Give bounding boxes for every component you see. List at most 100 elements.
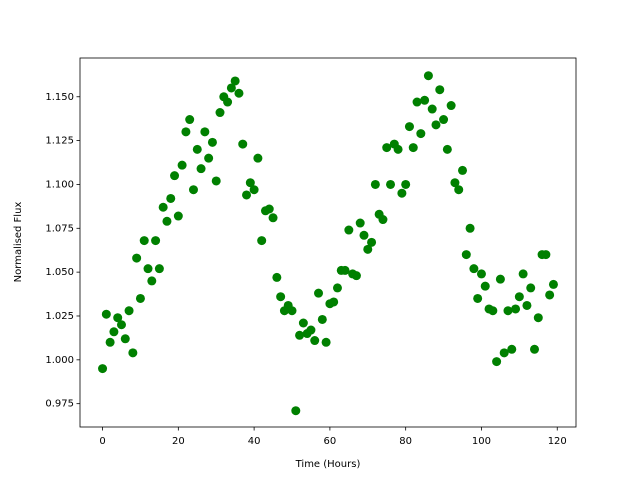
point <box>427 104 437 114</box>
point <box>268 213 278 223</box>
point <box>310 336 320 346</box>
point <box>234 88 244 98</box>
point <box>442 144 452 154</box>
point <box>548 279 558 289</box>
point <box>128 348 138 358</box>
y-axis-label: Normalised Flux <box>13 202 24 283</box>
point <box>204 153 214 163</box>
point <box>416 129 426 139</box>
point <box>404 122 414 132</box>
point <box>495 274 505 284</box>
point <box>522 300 532 310</box>
x-tick-label: 120 <box>548 436 567 447</box>
point <box>473 293 483 303</box>
point <box>363 244 373 254</box>
point <box>101 309 111 319</box>
point <box>192 144 202 154</box>
point <box>518 269 528 279</box>
point <box>382 143 392 153</box>
point <box>295 330 305 340</box>
point <box>181 127 191 137</box>
point <box>170 171 180 181</box>
point <box>435 85 445 95</box>
point <box>370 179 380 189</box>
point <box>154 264 164 274</box>
point <box>207 137 217 147</box>
x-tick-label: 40 <box>248 436 261 447</box>
y-tick-label: 1.025 <box>45 311 74 322</box>
point <box>503 306 513 316</box>
point <box>340 265 350 275</box>
point <box>151 236 161 246</box>
x-tick-label: 0 <box>99 436 105 447</box>
x-tick-label: 100 <box>472 436 491 447</box>
point <box>420 95 430 105</box>
point <box>139 236 149 246</box>
point <box>200 127 210 137</box>
point <box>105 337 115 347</box>
point <box>465 223 475 233</box>
point <box>401 179 411 189</box>
x-tick-label: 60 <box>324 436 337 447</box>
y-tick-label: 1.125 <box>45 136 74 147</box>
point <box>314 288 324 298</box>
point <box>526 283 536 293</box>
point <box>188 185 198 195</box>
point <box>367 237 377 247</box>
point <box>530 344 540 354</box>
point <box>386 179 396 189</box>
point <box>397 188 407 198</box>
point <box>173 211 183 221</box>
point <box>351 271 361 281</box>
point <box>533 313 543 323</box>
point <box>185 115 195 125</box>
point <box>541 250 551 260</box>
point <box>253 153 263 163</box>
point <box>450 178 460 188</box>
point <box>393 144 403 154</box>
y-tick-label: 1.050 <box>45 267 74 278</box>
y-tick-label: 1.150 <box>45 92 74 103</box>
point <box>120 334 130 344</box>
point <box>408 143 418 153</box>
point <box>116 320 126 330</box>
x-axis-label: Time (Hours) <box>295 459 361 470</box>
point <box>514 292 524 302</box>
point <box>507 344 517 354</box>
point <box>499 348 509 358</box>
point <box>332 283 342 293</box>
point <box>476 269 486 279</box>
point <box>355 218 365 228</box>
point <box>162 216 172 226</box>
point <box>458 165 468 175</box>
y-tick-label: 1.075 <box>45 223 74 234</box>
point <box>109 327 119 337</box>
point <box>223 97 233 107</box>
point <box>344 225 354 235</box>
plot-frame <box>79 57 577 428</box>
point <box>511 304 521 314</box>
point <box>287 306 297 316</box>
point <box>215 108 225 118</box>
point <box>242 190 252 200</box>
point <box>158 202 168 212</box>
point <box>257 236 267 246</box>
point <box>291 406 301 416</box>
point <box>423 71 433 81</box>
point <box>98 364 108 374</box>
point <box>113 313 123 323</box>
point <box>132 253 142 263</box>
y-tick-label: 1.000 <box>45 355 74 366</box>
point <box>211 176 221 186</box>
point <box>329 297 339 307</box>
point <box>272 272 282 282</box>
point <box>143 264 153 274</box>
point <box>124 306 134 316</box>
point <box>245 178 255 188</box>
point <box>177 160 187 170</box>
point <box>298 318 308 328</box>
point <box>446 101 456 111</box>
point <box>412 97 422 107</box>
point <box>480 281 490 291</box>
